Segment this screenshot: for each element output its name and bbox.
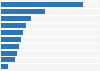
Bar — [1, 44, 19, 49]
Bar — [1, 16, 31, 21]
Bar — [1, 37, 21, 42]
Bar — [1, 30, 23, 35]
Bar — [1, 23, 26, 28]
Bar — [1, 51, 17, 56]
Bar — [1, 2, 83, 7]
Bar — [1, 64, 8, 69]
Bar — [1, 58, 15, 62]
Bar — [1, 9, 45, 14]
